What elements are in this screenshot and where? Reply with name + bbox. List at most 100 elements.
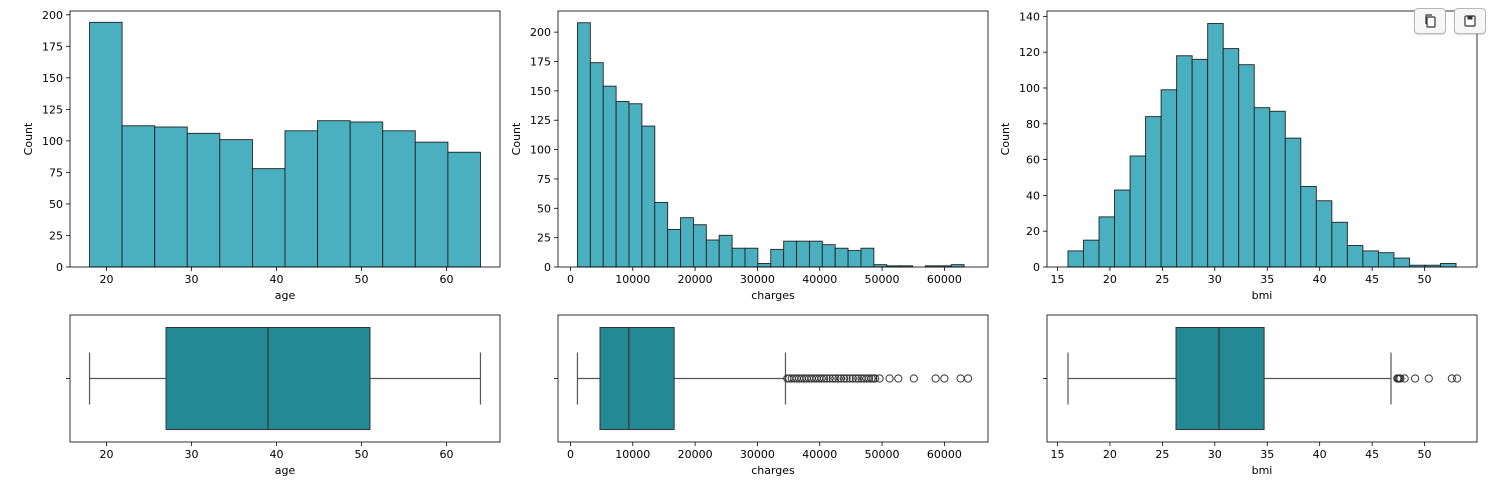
histogram-bar [808, 240, 823, 268]
x-tick-label: 25 [1155, 448, 1169, 461]
x-tick-label: 40 [270, 448, 284, 461]
outlier-point [831, 374, 840, 383]
outlier-point [851, 374, 860, 383]
histogram-bar [1191, 58, 1209, 268]
y-tick-label: 100 [1019, 82, 1040, 95]
x-axis-label: charges [751, 464, 795, 477]
histogram-bar [349, 121, 384, 268]
y-axis-label: Count [22, 122, 35, 155]
outlier-point [875, 374, 884, 383]
x-tick-label: 50000 [865, 273, 900, 286]
x-tick-label: 40000 [802, 273, 837, 286]
y-tick-label: 80 [1026, 118, 1040, 131]
y-tick-label: 60 [1026, 154, 1040, 167]
y-tick-label: 150 [530, 85, 551, 98]
histogram-charges: 0 25 50 75 100 125 150 175 200 Count 0 10000 20000 30… [510, 10, 989, 302]
histogram-bar [1315, 200, 1333, 268]
x-tick-label: 15 [1050, 273, 1064, 286]
x-tick-label: 10000 [615, 448, 650, 461]
histogram-bar [1098, 216, 1115, 268]
x-tick-label: 20000 [678, 448, 713, 461]
copy-button[interactable] [1414, 8, 1446, 34]
y-tick-label: 125 [530, 114, 551, 127]
x-axis-label: bmi [1252, 289, 1273, 302]
outlier-point [834, 374, 843, 383]
outlier-point [825, 374, 834, 383]
histogram-bar [615, 100, 630, 268]
x-tick-label: 20000 [678, 273, 713, 286]
y-tick-label: 200 [530, 26, 551, 39]
x-axis-label: age [275, 464, 296, 477]
y-tick-label: 0 [56, 261, 63, 274]
histogram-bar [1176, 55, 1193, 268]
histogram-bar [1300, 185, 1317, 268]
outlier-point [909, 374, 918, 383]
histogram-bar [1253, 107, 1271, 268]
x-tick-label: 30 [185, 273, 199, 286]
outlier-point [848, 374, 857, 383]
outlier-point [894, 374, 903, 383]
histogram-bar [796, 240, 810, 268]
boxplot-charges: 0 10000 20000 30000 40000 50000 60000 charges [554, 314, 989, 477]
y-tick-label: 20 [1026, 225, 1040, 238]
histogram-bar [692, 224, 707, 268]
x-tick-label: 25 [1155, 273, 1169, 286]
histogram-bar [680, 217, 694, 268]
x-tick-label: 20 [100, 448, 114, 461]
x-tick-label: 10000 [615, 273, 650, 286]
histogram-bar [731, 247, 746, 268]
x-tick-label: 60000 [927, 273, 962, 286]
y-tick-label: 75 [49, 166, 63, 179]
histogram-bar [783, 240, 797, 268]
histogram-bar [382, 130, 416, 268]
x-tick-label: 30000 [740, 273, 775, 286]
y-axis-label: Count [510, 122, 523, 155]
y-tick-label: 125 [42, 103, 63, 116]
histogram-bar [1114, 189, 1131, 268]
x-tick-label: 35 [1260, 273, 1274, 286]
save-button[interactable] [1454, 8, 1486, 34]
y-tick-label: 0 [1033, 261, 1040, 274]
histogram-bar [414, 141, 449, 268]
x-tick-label: 50 [1418, 273, 1432, 286]
histogram-bar [1393, 257, 1410, 268]
x-tick-label: 45 [1365, 273, 1379, 286]
x-tick-label: 50000 [865, 448, 900, 461]
x-tick-label: 60 [439, 448, 453, 461]
histogram-bar [770, 248, 785, 268]
y-tick-label: 0 [544, 261, 551, 274]
histogram-bar [154, 126, 188, 268]
y-tick-label: 50 [537, 202, 551, 215]
axes-frame [1046, 10, 1478, 268]
histogram-bar [1238, 64, 1255, 268]
outlier-point [842, 374, 851, 383]
boxplot-bmi: 15 20 25 30 35 40 45 50 bmi [1043, 314, 1478, 477]
outlier-point [1447, 374, 1456, 383]
outlier-point [864, 374, 874, 383]
copy-icon [1423, 13, 1437, 29]
outlier-point [931, 374, 940, 383]
histogram-bar [219, 139, 253, 268]
outlier-point [871, 374, 880, 383]
axes-frame [557, 10, 989, 268]
histogram-bar [1160, 89, 1178, 268]
outlier-point [1400, 374, 1409, 383]
x-tick-label: 40 [1313, 273, 1327, 286]
outlier-point [822, 374, 831, 383]
histogram-bar [654, 201, 669, 268]
histogram-bar [1284, 137, 1302, 268]
outlier-point [854, 374, 863, 383]
y-tick-label: 100 [530, 144, 551, 157]
histogram-bar [821, 244, 836, 268]
histogram-bar [602, 85, 617, 268]
histogram-bar [1269, 110, 1286, 268]
x-axis-label: charges [751, 289, 795, 302]
outlier-point [940, 374, 949, 383]
outlier-point [1411, 374, 1420, 383]
iqr-box [1175, 327, 1265, 430]
x-tick-label: 40 [270, 273, 284, 286]
histogram-bar [1145, 116, 1162, 268]
histogram-bar [757, 263, 772, 268]
outlier-point [839, 374, 849, 383]
x-tick-label: 30 [1208, 273, 1222, 286]
